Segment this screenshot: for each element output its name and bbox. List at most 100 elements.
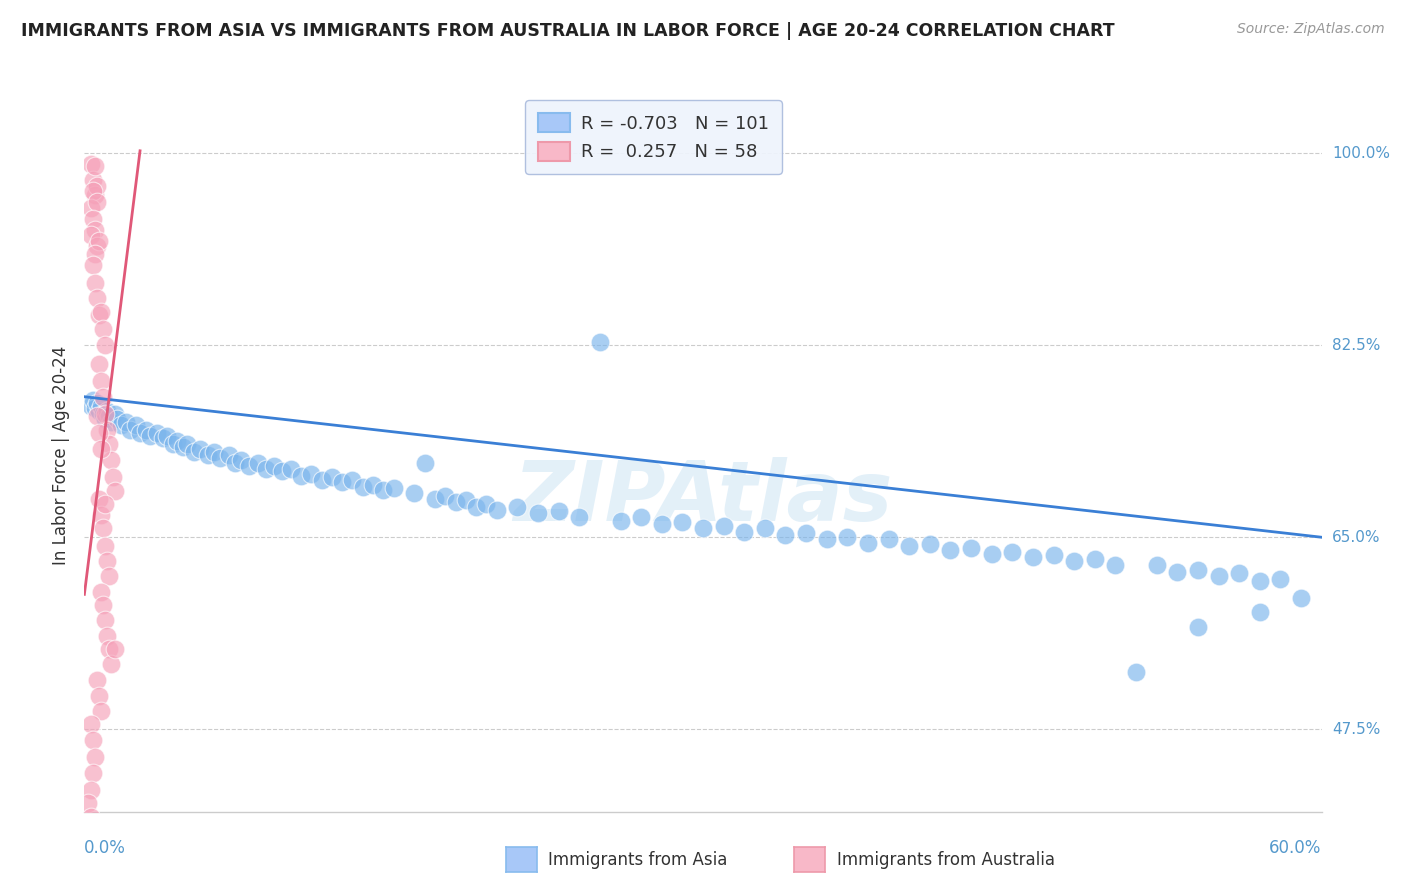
Point [960, 541, 983, 556]
Point [100, 415, 122, 429]
Point [246, 456, 269, 470]
Point [114, 415, 136, 429]
Point [271, 464, 294, 478]
Point [263, 458, 285, 473]
Point [82, 392, 104, 407]
Text: 65.0%: 65.0% [1331, 530, 1381, 545]
Point [156, 429, 179, 443]
Point [87, 404, 110, 418]
Point [79, 228, 101, 243]
Point [162, 437, 184, 451]
Text: IMMIGRANTS FROM ASIA VS IMMIGRANTS FROM AUSTRALIA IN LABOR FORCE | AGE 20-24 COR: IMMIGRANTS FROM ASIA VS IMMIGRANTS FROM … [21, 22, 1115, 40]
Point [79, 717, 101, 731]
Point [475, 497, 498, 511]
Point [96, 629, 118, 643]
Point [485, 503, 508, 517]
Point [94, 411, 117, 425]
Text: 60.0%: 60.0% [1270, 839, 1322, 857]
Text: ZIPAtlas: ZIPAtlas [513, 458, 893, 538]
Point [118, 423, 141, 437]
Point [815, 533, 838, 547]
Point [86, 409, 108, 424]
Point [794, 525, 817, 540]
Text: Source: ZipAtlas.com: Source: ZipAtlas.com [1237, 22, 1385, 37]
Point [1022, 549, 1045, 564]
Point [837, 530, 859, 544]
Point [1146, 558, 1168, 572]
Point [86, 291, 108, 305]
Point [856, 535, 879, 549]
Point [1063, 554, 1085, 568]
Point [692, 521, 714, 535]
Point [83, 247, 105, 261]
Point [671, 515, 693, 529]
Point [86, 178, 108, 193]
Point [94, 338, 117, 352]
Point [568, 510, 591, 524]
Point [382, 481, 405, 495]
Point [100, 453, 122, 467]
Point [1166, 566, 1188, 580]
Point [90, 585, 112, 599]
Point [311, 473, 333, 487]
Point [361, 477, 384, 491]
Point [145, 425, 167, 440]
Point [98, 409, 121, 424]
Point [86, 239, 108, 253]
Point [82, 733, 104, 747]
Point [90, 399, 112, 413]
Point [1227, 566, 1250, 581]
Point [413, 456, 436, 470]
Point [152, 432, 174, 446]
Point [321, 470, 343, 484]
Point [630, 510, 652, 524]
Point [589, 334, 612, 349]
Point [83, 276, 105, 290]
Point [330, 475, 353, 490]
Point [103, 470, 125, 484]
Point [100, 657, 122, 671]
Legend: R = -0.703   N = 101, R =  0.257   N = 58: R = -0.703 N = 101, R = 0.257 N = 58 [526, 100, 782, 174]
Point [87, 309, 110, 323]
Point [83, 749, 105, 764]
Point [94, 497, 117, 511]
Point [1289, 591, 1312, 605]
Point [94, 539, 117, 553]
Point [1104, 558, 1126, 572]
Point [1187, 620, 1209, 634]
Point [86, 396, 108, 410]
Point [98, 642, 121, 657]
Point [90, 508, 112, 523]
Point [527, 506, 550, 520]
Point [77, 824, 100, 838]
Point [94, 407, 117, 421]
Point [82, 185, 104, 199]
Point [918, 537, 941, 551]
Point [229, 453, 252, 467]
Point [342, 473, 364, 487]
Point [218, 448, 240, 462]
Point [775, 528, 797, 542]
Point [188, 442, 211, 457]
Point [96, 554, 118, 568]
Point [166, 434, 188, 448]
Point [91, 521, 114, 535]
Point [506, 500, 529, 514]
Point [83, 187, 105, 202]
Point [91, 390, 114, 404]
Point [1125, 665, 1147, 680]
Point [98, 568, 121, 582]
Point [423, 491, 446, 506]
Point [82, 766, 104, 780]
Point [91, 321, 114, 335]
Point [1249, 605, 1271, 619]
Point [1042, 548, 1064, 562]
Point [299, 467, 322, 481]
Point [609, 514, 631, 528]
Point [1249, 574, 1271, 589]
Point [83, 159, 105, 173]
Point [434, 489, 457, 503]
Point [86, 673, 108, 687]
Point [91, 407, 114, 421]
Point [87, 357, 110, 371]
